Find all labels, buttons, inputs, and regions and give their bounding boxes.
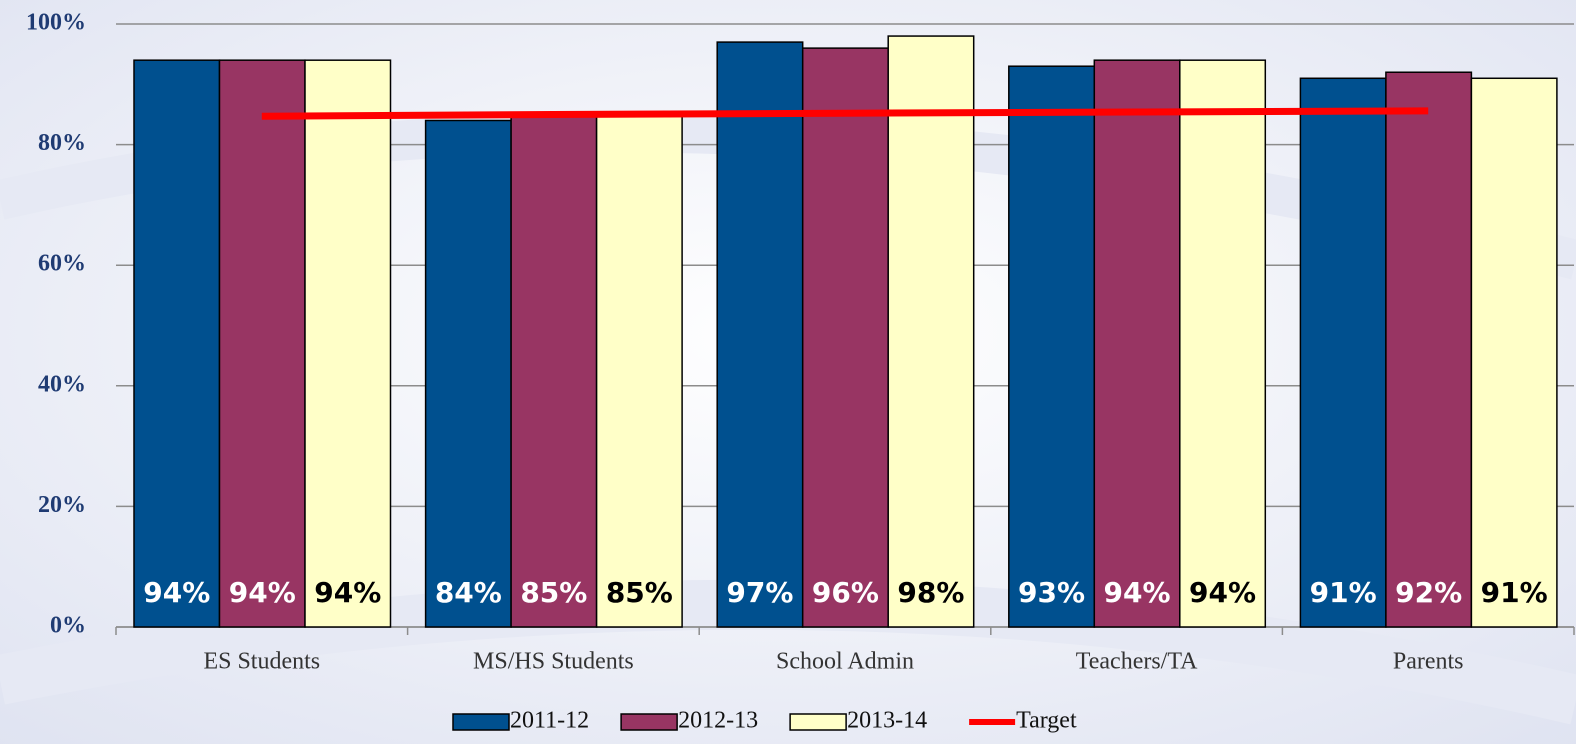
bar bbox=[801, 47, 889, 628]
legend-label: 2013-14 bbox=[847, 708, 927, 734]
value-label: 84% bbox=[435, 576, 502, 609]
value-label: 94% bbox=[1104, 576, 1171, 609]
bar bbox=[1093, 59, 1181, 628]
target-line bbox=[261, 107, 1429, 120]
value-label: 94% bbox=[229, 576, 296, 609]
value-label: 91% bbox=[1481, 576, 1548, 609]
y-tick-label: 100% bbox=[26, 10, 86, 36]
value-label: 94% bbox=[314, 576, 381, 609]
bar bbox=[1008, 65, 1096, 628]
y-tick-label: 0% bbox=[50, 613, 86, 639]
value-label: 85% bbox=[520, 576, 587, 609]
value-label: 98% bbox=[897, 576, 964, 609]
value-label: 92% bbox=[1395, 576, 1462, 609]
value-label: 94% bbox=[1189, 576, 1256, 609]
value-label: 85% bbox=[606, 576, 673, 609]
bar bbox=[887, 35, 975, 628]
x-tick-label: Parents bbox=[1393, 649, 1464, 675]
x-tick-label: ES Students bbox=[203, 649, 320, 675]
value-label: 96% bbox=[812, 576, 879, 609]
bar bbox=[1179, 59, 1267, 628]
bar bbox=[424, 119, 512, 628]
x-tick-label: MS/HS Students bbox=[473, 649, 634, 675]
bar bbox=[595, 113, 683, 628]
x-tick-label: School Admin bbox=[776, 649, 914, 675]
bar bbox=[133, 59, 221, 628]
legend-swatch bbox=[620, 713, 678, 731]
bar bbox=[1470, 77, 1558, 628]
bar bbox=[1385, 71, 1473, 628]
value-label: 94% bbox=[143, 576, 210, 609]
bar bbox=[716, 41, 804, 628]
y-tick-label: 60% bbox=[38, 251, 86, 277]
value-label: 93% bbox=[1018, 576, 1085, 609]
legend-swatch bbox=[452, 713, 510, 731]
bar bbox=[304, 59, 392, 628]
y-tick-label: 40% bbox=[38, 371, 86, 397]
legend-label: 2011-12 bbox=[510, 708, 589, 734]
legend-label: Target bbox=[1016, 708, 1077, 734]
x-tick-label: Teachers/TA bbox=[1076, 649, 1198, 675]
y-tick-label: 20% bbox=[38, 492, 86, 518]
bar bbox=[218, 59, 306, 628]
y-tick-label: 80% bbox=[38, 130, 86, 156]
value-label: 97% bbox=[726, 576, 793, 609]
legend-label: 2012-13 bbox=[678, 708, 758, 734]
legend-swatch bbox=[789, 713, 847, 731]
bar bbox=[1299, 77, 1387, 628]
value-label: 91% bbox=[1310, 576, 1377, 609]
bar bbox=[510, 113, 598, 628]
